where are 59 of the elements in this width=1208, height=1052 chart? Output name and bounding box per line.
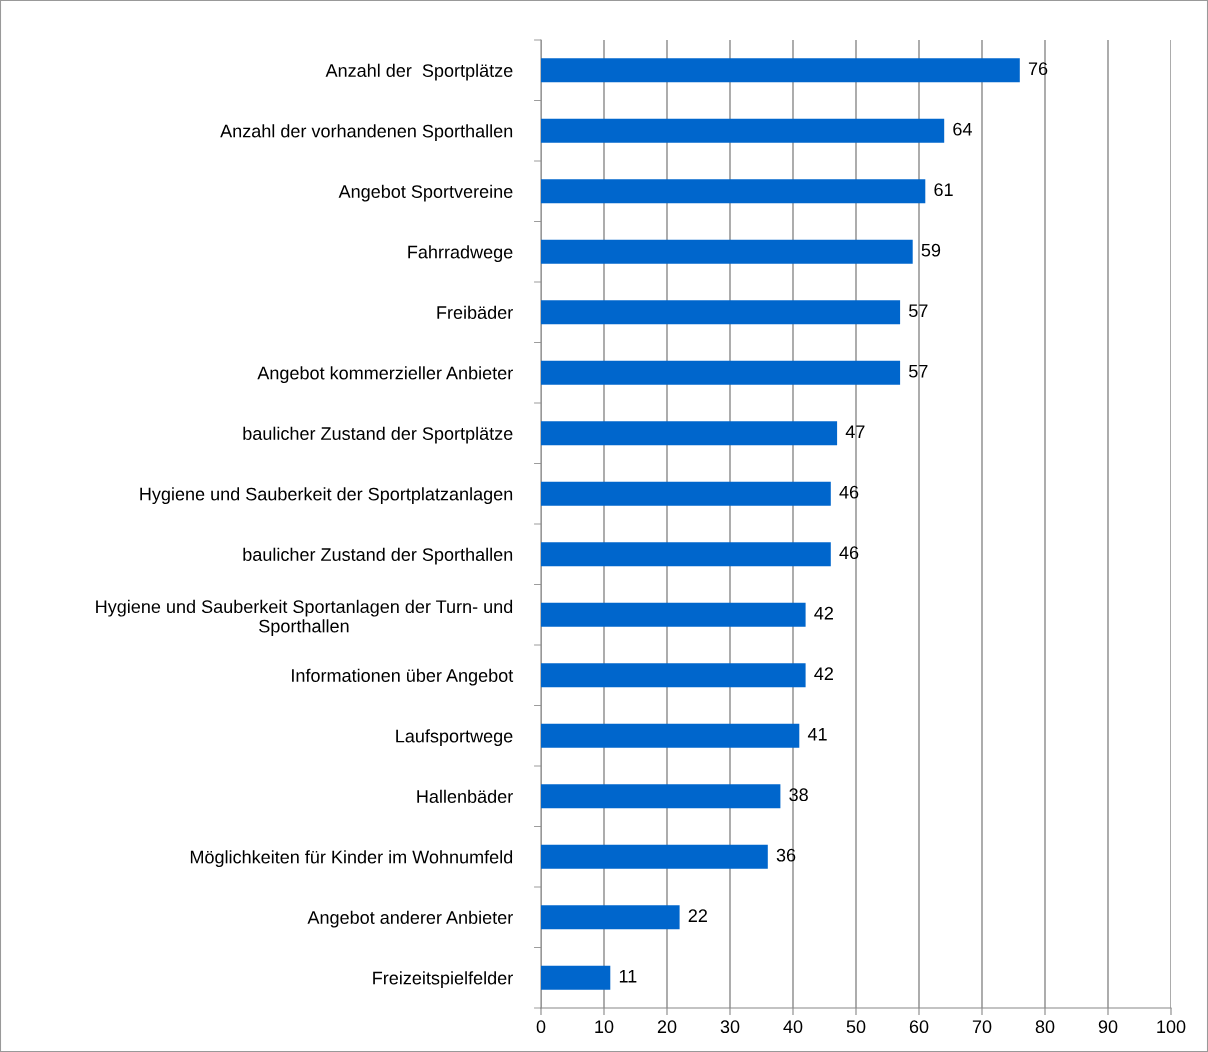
y-tick-label: baulicher Zustand der Sportplätze [243,426,513,444]
data-label: 46 [839,546,859,560]
bar [541,602,806,627]
data-label: 41 [807,728,827,741]
y-tick-label: Freibäder [437,305,513,319]
x-tick-label: 40 [783,1020,803,1034]
y-tick-label: Hygiene und Sauberkeit der Sportplatzanlagen [140,487,513,505]
bar [541,179,926,204]
y-tick-label: Informationen über Angebot [292,668,514,686]
x-tick-label: 30 [720,1020,740,1034]
y-tick-label: Anzahl der vorhandenen Sporthallen [220,124,513,142]
x-tick-label: 50 [846,1020,866,1034]
y-tick-label: Hallenbäder [417,789,513,803]
bar [541,300,901,325]
bar [541,58,1020,83]
data-label: 57 [909,304,928,318]
data-label: 47 [845,425,865,438]
bar [541,542,831,567]
y-tick-label: Freizeitspielfelder [373,971,513,989]
y-tick-label: Angebot kommerzieller Anbieter [257,366,513,384]
data-label: 42 [814,667,833,680]
data-label: 36 [776,848,796,862]
bar [541,663,806,688]
x-tick-label: 90 [1098,1020,1118,1034]
y-tick-label: Fahrradwege [408,245,513,263]
bar [541,723,800,748]
bar [541,421,838,446]
data-label: 38 [789,788,808,802]
x-tick-label: 20 [657,1020,677,1034]
bar [541,784,781,809]
y-tick-label: Möglichkeiten für Kinder im Wohnumfeld [190,850,513,868]
bar [541,360,901,385]
data-label: 61 [934,183,953,197]
y-tick-label: Angebot Sportvereine [338,184,513,202]
y-tick-label: Anzahl der Sportplätze [325,63,513,81]
data-label: 59 [921,243,941,257]
bar [541,481,831,506]
data-label: 76 [1028,62,1048,76]
bar [541,118,945,143]
x-tick-label: 100 [1157,1020,1186,1034]
data-label: 11 [619,970,637,983]
data-label: 42 [814,606,833,620]
x-tick-label: 80 [1035,1020,1055,1034]
bar [541,239,913,264]
x-tick-label: 60 [909,1020,929,1034]
data-label: 64 [953,122,972,136]
y-tick-label: Angebot anderer Anbieter [307,910,513,928]
data-label: 57 [909,365,928,378]
x-tick-label: 0 [536,1020,546,1034]
y-tick-label: Laufsportwege [396,729,513,747]
bar [541,965,611,990]
bar [541,905,680,930]
y-tick-label: Hygiene und Sauberkeit Sportanlagen der Turn- und Sporthallen [96,599,513,637]
x-tick-label: 70 [972,1020,992,1034]
y-tick-label: baulicher Zustand der Sporthallen [243,547,513,565]
bar [541,844,768,869]
data-label: 22 [688,909,707,922]
data-label: 46 [839,485,859,499]
x-tick-label: 10 [595,1020,614,1034]
